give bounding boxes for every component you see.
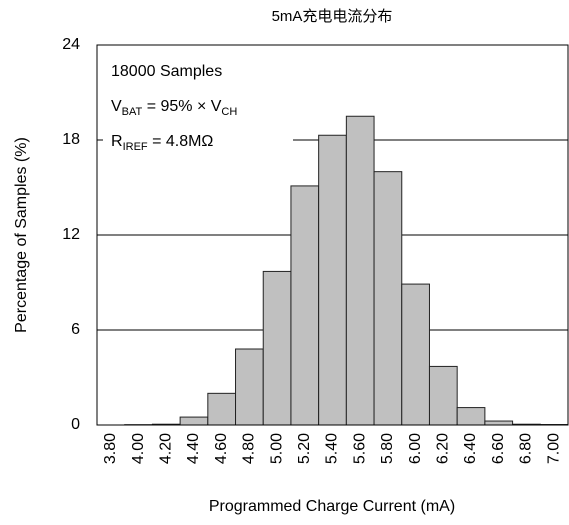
- x-tick-label: 4.40: [185, 433, 202, 464]
- y-tick-label: 24: [62, 36, 80, 53]
- x-tick-label: 6.80: [518, 433, 535, 464]
- bar: [290, 185, 320, 426]
- y-tick-label: 0: [71, 416, 80, 433]
- x-tick-label: 5.00: [268, 433, 285, 464]
- x-tick-label: 7.00: [545, 433, 562, 464]
- bar: [345, 115, 375, 426]
- bar: [179, 416, 209, 426]
- x-tick-label: 5.80: [379, 433, 396, 464]
- annotation-part: R: [111, 133, 123, 150]
- x-tick-label: 4.20: [157, 433, 174, 464]
- bar: [207, 392, 237, 426]
- x-tick-label: 4.80: [241, 433, 258, 464]
- bar: [318, 134, 347, 426]
- annotation-part: IREF: [123, 141, 148, 153]
- bar: [428, 365, 458, 426]
- annotation-part: = 4.8MΩ: [148, 133, 214, 150]
- annotation: 18000 Samples: [111, 63, 222, 80]
- annotation-part: BAT: [122, 106, 143, 118]
- annotation: RIREF = 4.8MΩ: [111, 133, 213, 153]
- x-tick-label: 6.20: [435, 433, 452, 464]
- x-tick-label: 3.80: [102, 433, 119, 464]
- annotation-part: V: [111, 98, 122, 115]
- annotation: VBAT = 95% × VCH: [111, 98, 237, 118]
- y-tick-label: 6: [71, 321, 80, 338]
- y-tick-label: 12: [62, 226, 80, 243]
- bar: [235, 348, 264, 426]
- bar: [262, 270, 292, 426]
- bar: [401, 283, 430, 426]
- y-axis-label: Percentage of Samples (%): [13, 137, 30, 333]
- x-axis-label: Programmed Charge Current (mA): [209, 498, 455, 515]
- chart-title: 5mA充电电流分布: [272, 8, 393, 25]
- x-tick-label: 4.60: [213, 433, 230, 464]
- x-tick-label: 4.00: [130, 433, 147, 464]
- annotation-background: [103, 53, 293, 157]
- x-tick-label: 5.40: [324, 433, 341, 464]
- x-tick-label: 5.20: [296, 433, 313, 464]
- x-tick-label: 6.00: [407, 433, 424, 464]
- bar: [456, 407, 486, 426]
- annotation-part: = 95% × V: [142, 98, 221, 115]
- annotation-part: CH: [221, 106, 237, 118]
- plot-border: [96, 44, 569, 426]
- bar: [484, 420, 514, 426]
- x-tick-label: 6.60: [490, 433, 507, 464]
- bar: [373, 171, 403, 426]
- x-tick-label: 5.60: [351, 433, 368, 464]
- x-tick-label: 6.40: [462, 433, 479, 464]
- annotation-part: 18000 Samples: [111, 63, 222, 80]
- y-tick-label: 18: [62, 131, 80, 148]
